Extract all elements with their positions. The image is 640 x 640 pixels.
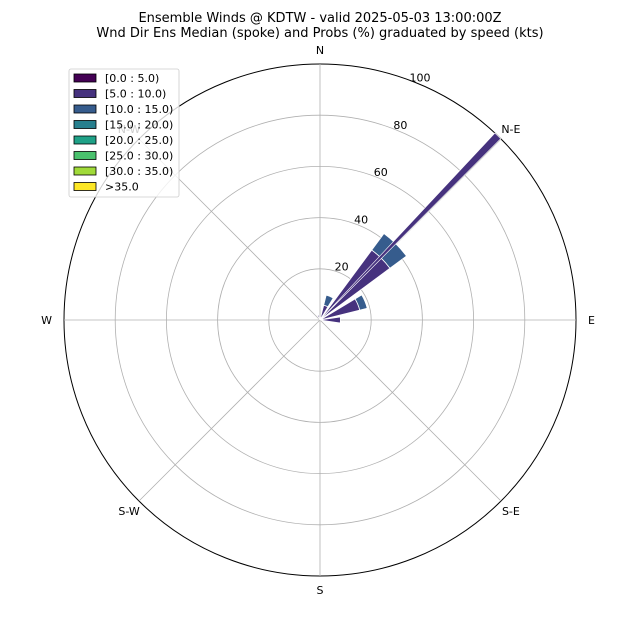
legend-label: [10.0 : 15.0)	[105, 103, 173, 116]
wind-bar-segment	[354, 294, 368, 311]
legend-label: [25.0 : 30.0)	[105, 150, 173, 163]
wind-bars	[316, 132, 502, 324]
legend-swatch	[73, 135, 97, 145]
legend-frame	[68, 68, 180, 198]
legend-label: >35.0	[105, 181, 139, 194]
legend-swatch	[73, 166, 97, 176]
direction-label: S-E	[502, 505, 520, 518]
radial-tick-label: 100	[409, 71, 430, 84]
wind-bar-segment	[323, 294, 334, 308]
chart-title: Ensemble Winds @ KDTW - valid 2025-05-03…	[138, 11, 501, 26]
grid-spoke	[319, 319, 502, 502]
legend-label: [30.0 : 35.0)	[105, 165, 173, 178]
wind-bar-segment	[319, 316, 341, 324]
legend-label: [20.0 : 25.0)	[105, 134, 173, 147]
median-spoke	[319, 132, 502, 321]
radial-ticks: 20 40 60 80 100	[335, 71, 431, 273]
direction-label: W	[41, 314, 52, 327]
radial-tick-label: 40	[354, 213, 368, 226]
direction-label: N	[316, 44, 324, 57]
direction-label: N-E	[501, 123, 520, 136]
polar-grid	[63, 63, 577, 577]
legend-swatch	[73, 73, 97, 83]
wind-bar-segment	[316, 314, 321, 321]
legend-label: [15.0 : 20.0)	[105, 119, 173, 132]
radial-tick-label: 60	[374, 166, 388, 179]
direction-label: S-W	[118, 505, 140, 518]
direction-label: S	[317, 584, 324, 597]
legend-label: [5.0 : 10.0)	[105, 88, 166, 101]
radial-tick-label: 80	[393, 119, 407, 132]
direction-label: E	[588, 314, 595, 327]
legend-label: [0.0 : 5.0)	[105, 72, 159, 85]
legend-swatch	[73, 89, 97, 98]
grid-spoke	[138, 319, 321, 502]
legend-swatch	[73, 182, 97, 191]
legend-swatch	[73, 120, 97, 129]
legend-swatch	[73, 104, 97, 114]
legend-swatch	[73, 151, 97, 160]
radial-tick-label: 20	[335, 261, 349, 274]
legend: [0.0 : 5.0) [5.0 : 10.0) [10.0 : 15.0) [15.…	[68, 68, 180, 198]
chart-subtitle: Wnd Dir Ens Median (spoke) and Probs (%)…	[96, 26, 543, 41]
direction-labels: NN-EES-ESS-WWN-W	[41, 44, 595, 597]
